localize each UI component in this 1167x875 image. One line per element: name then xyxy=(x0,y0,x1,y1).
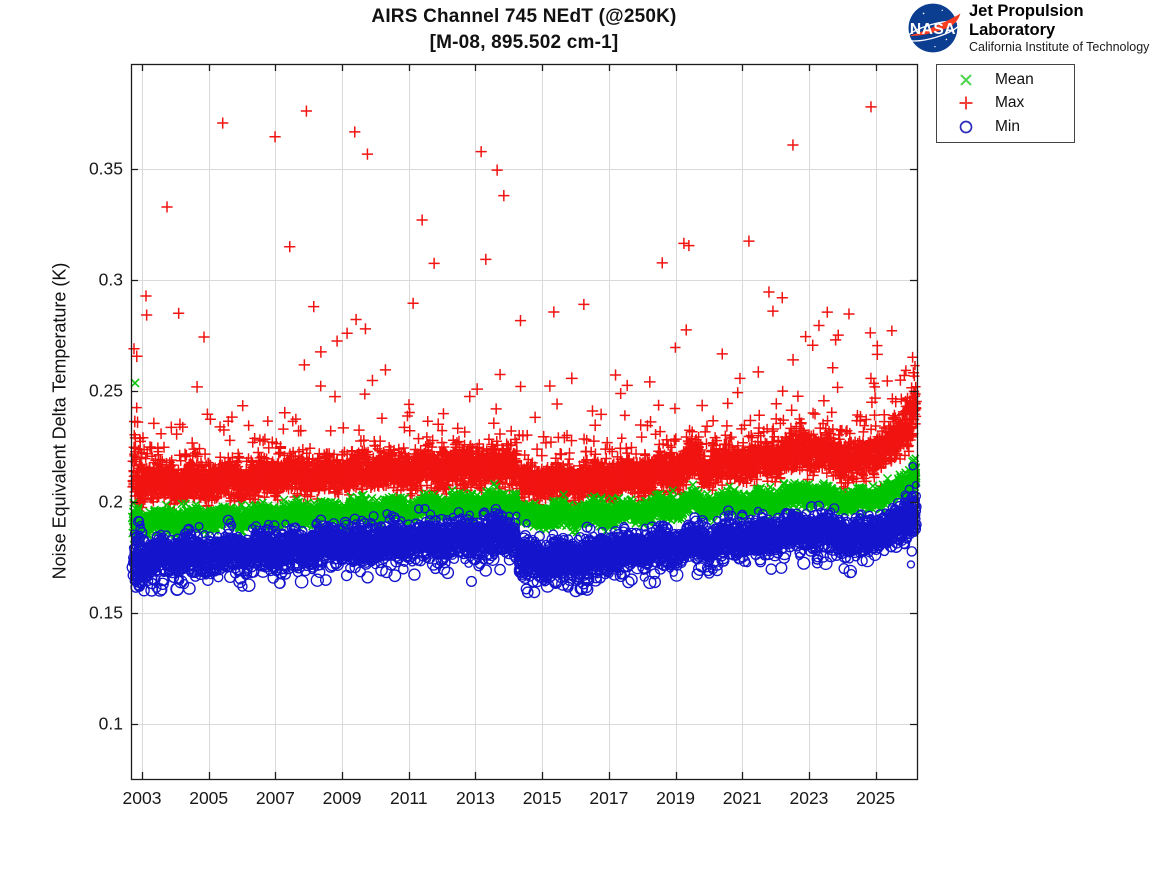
legend-item-mean: Mean xyxy=(937,69,1074,91)
x-tick-label: 2023 xyxy=(789,788,829,808)
jpl-name: Jet Propulsion Laboratory xyxy=(968,1,1084,39)
chart-title-line2: [M-08, 895.502 cm-1] xyxy=(429,32,619,53)
legend-label-mean: Mean xyxy=(995,70,1034,88)
legend-box: Mean Max Min xyxy=(936,64,1075,143)
jpl-logo: NASA Jet Propulsion Laboratory Californi… xyxy=(908,1,1167,55)
y-tick-label: 0.25 xyxy=(88,380,123,401)
x-tick-label: 2003 xyxy=(122,788,162,808)
x-tick-label: 2017 xyxy=(589,788,629,808)
chart-title-line1: AIRS Channel 745 NEdT (@250K) xyxy=(371,6,677,27)
min-circle-marker-icon xyxy=(953,119,979,135)
max-plus-marker-icon xyxy=(953,95,979,111)
jpl-text-block: Jet Propulsion Laboratory California Ins… xyxy=(969,2,1167,55)
y-tick-label: 0.35 xyxy=(88,158,123,179)
x-tick-label: 2011 xyxy=(389,788,428,808)
chart-title: AIRS Channel 745 NEdT (@250K) [M-08, 895… xyxy=(131,3,917,56)
y-axis-label: Noise Equivalent Delta Temperature (K) xyxy=(49,262,70,580)
x-tick-label: 2015 xyxy=(522,788,562,808)
legend-label-min: Min xyxy=(995,118,1020,136)
y-tick-label: 0.3 xyxy=(98,269,123,290)
nasa-wordmark: NASA xyxy=(910,21,956,38)
x-tick-label: 2013 xyxy=(456,788,495,808)
x-tick-label: 2009 xyxy=(322,788,362,808)
x-tick-label: 2021 xyxy=(722,788,762,808)
nasa-insignia-icon: NASA xyxy=(908,3,961,53)
legend-label-max: Max xyxy=(995,94,1025,112)
x-tick-label: 2005 xyxy=(189,788,229,808)
x-tick-label: 2019 xyxy=(656,788,696,808)
x-tick-label: 2025 xyxy=(856,788,896,808)
y-tick-label: 0.1 xyxy=(98,713,123,734)
x-tick-label: 2007 xyxy=(255,788,295,808)
y-tick-label: 0.2 xyxy=(98,491,123,512)
legend-item-max: Max xyxy=(937,92,1074,114)
y-tick-label: 0.15 xyxy=(88,602,123,623)
jpl-subtitle: California Institute of Technology xyxy=(968,39,1150,54)
legend-item-min: Min xyxy=(937,116,1074,138)
mean-x-marker-icon xyxy=(953,72,979,88)
